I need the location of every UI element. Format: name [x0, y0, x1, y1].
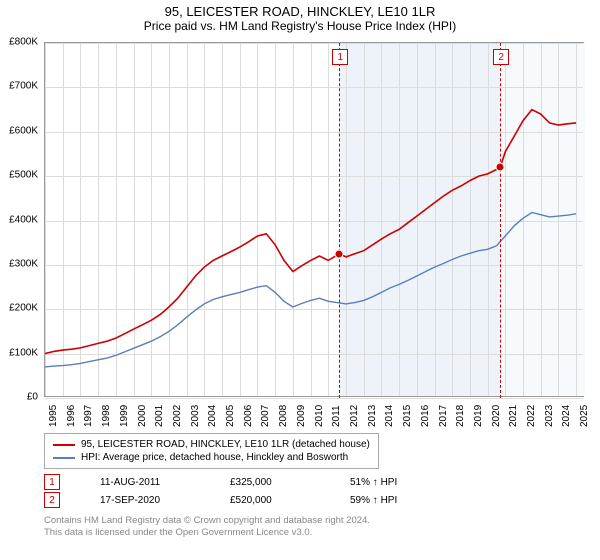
chart-plot-area: 12: [44, 42, 584, 397]
legend-label: HPI: Average price, detached house, Hinc…: [81, 452, 348, 463]
footer-line2: This data is licensed under the Open Gov…: [44, 527, 370, 539]
x-axis-label: 2018: [455, 405, 466, 427]
x-axis-label: 2011: [331, 405, 342, 427]
x-axis-label: 2006: [243, 405, 254, 427]
transaction-badge: 2: [44, 492, 60, 508]
y-axis-label: £800K: [0, 37, 38, 48]
x-axis-label: 2003: [190, 405, 201, 427]
x-axis-label: 2014: [384, 405, 395, 427]
transaction-row: 2 17-SEP-2020 £520,000 59% ↑ HPI: [44, 491, 397, 509]
x-axis-label: 2008: [278, 405, 289, 427]
transaction-badge: 1: [44, 474, 60, 490]
x-axis-label: 2020: [491, 405, 502, 427]
y-axis-label: £400K: [0, 214, 38, 225]
transaction-date: 11-AUG-2011: [100, 477, 190, 488]
transaction-price: £520,000: [230, 495, 310, 506]
transaction-price: £325,000: [230, 477, 310, 488]
legend-label: 95, LEICESTER ROAD, HINCKLEY, LE10 1LR (…: [81, 439, 370, 450]
transaction-delta: 51% ↑ HPI: [350, 477, 397, 488]
x-axis-label: 2017: [438, 405, 449, 427]
marker-line: [339, 43, 340, 398]
marker-badge: 1: [332, 49, 348, 65]
marker-dot: [335, 249, 344, 258]
x-axis-label: 2012: [349, 405, 360, 427]
series-hpi: [45, 213, 576, 367]
x-axis-label: 2000: [137, 405, 148, 427]
x-axis-label: 2010: [314, 405, 325, 427]
x-axis-label: 2013: [367, 405, 378, 427]
chart-subtitle: Price paid vs. HM Land Registry's House …: [0, 19, 600, 35]
x-axis-label: 1997: [83, 405, 94, 427]
y-axis-label: £0: [0, 392, 38, 403]
chart-legend: 95, LEICESTER ROAD, HINCKLEY, LE10 1LR (…: [44, 433, 379, 469]
transaction-row: 1 11-AUG-2011 £325,000 51% ↑ HPI: [44, 473, 397, 491]
chart-lines: [45, 43, 585, 398]
x-axis-label: 2002: [172, 405, 183, 427]
legend-swatch: [53, 457, 75, 459]
x-axis-label: 2001: [154, 405, 165, 427]
y-axis-label: £200K: [0, 303, 38, 314]
gridline-horizontal: [45, 398, 583, 399]
x-axis-label: 1995: [48, 405, 59, 427]
y-axis-label: £700K: [0, 81, 38, 92]
x-axis-label: 2015: [402, 405, 413, 427]
chart-title: 95, LEICESTER ROAD, HINCKLEY, LE10 1LR: [0, 0, 600, 19]
legend-swatch: [53, 444, 75, 446]
footer-line1: Contains HM Land Registry data © Crown c…: [44, 515, 370, 527]
transaction-delta: 59% ↑ HPI: [350, 495, 397, 506]
marker-badge: 2: [493, 49, 509, 65]
transactions-table: 1 11-AUG-2011 £325,000 51% ↑ HPI 2 17-SEP-202…: [44, 473, 397, 509]
footer-attribution: Contains HM Land Registry data © Crown c…: [44, 515, 370, 540]
legend-item: 95, LEICESTER ROAD, HINCKLEY, LE10 1LR (…: [53, 438, 370, 451]
transaction-date: 17-SEP-2020: [100, 495, 190, 506]
x-axis-label: 2025: [579, 405, 590, 427]
series-price_paid: [45, 110, 576, 354]
x-axis-label: 2004: [207, 405, 218, 427]
x-axis-label: 2019: [473, 405, 484, 427]
x-axis-label: 2007: [260, 405, 271, 427]
x-axis-label: 1996: [66, 405, 77, 427]
x-axis-label: 2023: [544, 405, 555, 427]
y-axis-label: £300K: [0, 258, 38, 269]
x-axis-label: 2022: [526, 405, 537, 427]
marker-dot: [496, 163, 505, 172]
x-axis-label: 1999: [119, 405, 130, 427]
y-axis-label: £500K: [0, 170, 38, 181]
x-axis-label: 2005: [225, 405, 236, 427]
marker-line: [500, 43, 501, 398]
x-axis-label: 2024: [561, 405, 572, 427]
x-axis-label: 1998: [101, 405, 112, 427]
x-axis-label: 2009: [296, 405, 307, 427]
y-axis-label: £100K: [0, 347, 38, 358]
y-axis-label: £600K: [0, 125, 38, 136]
x-axis-label: 2016: [420, 405, 431, 427]
x-axis-label: 2021: [508, 405, 519, 427]
legend-item: HPI: Average price, detached house, Hinc…: [53, 451, 370, 464]
